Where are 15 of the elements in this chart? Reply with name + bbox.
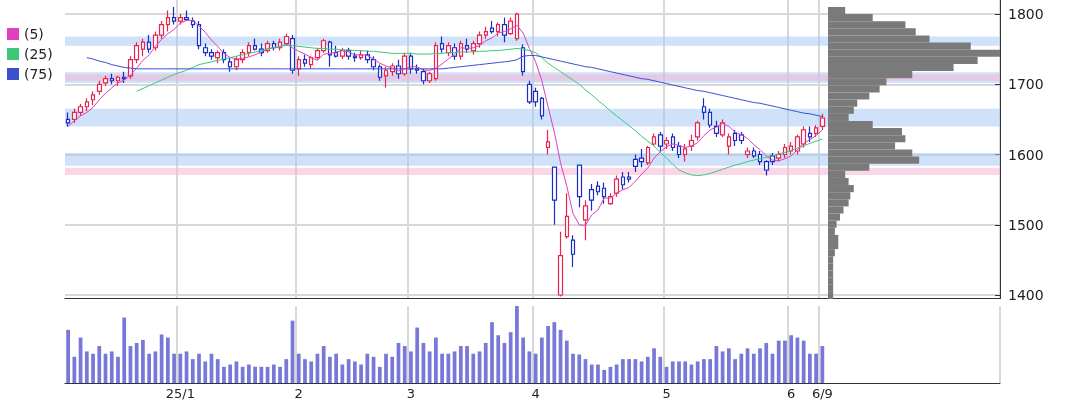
x-tick-label: 6	[787, 386, 796, 401]
x-tick-label: 25/1	[165, 386, 195, 401]
legend-label: (75)	[24, 66, 53, 82]
y-tick-label: 1800	[1008, 6, 1044, 23]
x-tick-label: 3	[406, 386, 416, 401]
y-tick-label: 1700	[1008, 76, 1044, 93]
x-tick-label: 2	[294, 386, 303, 401]
legend-label: (25)	[24, 46, 53, 62]
x-tick-label: 5	[662, 386, 671, 401]
x-tick-label: 4	[531, 386, 540, 401]
x-tick-label: 6/9	[811, 386, 833, 401]
y-tick-label: 1400	[1008, 287, 1044, 303]
y-tick-label: 1600	[1008, 146, 1044, 163]
y-tick-label: 1500	[1008, 216, 1044, 233]
legend-label: (5)	[24, 26, 44, 42]
